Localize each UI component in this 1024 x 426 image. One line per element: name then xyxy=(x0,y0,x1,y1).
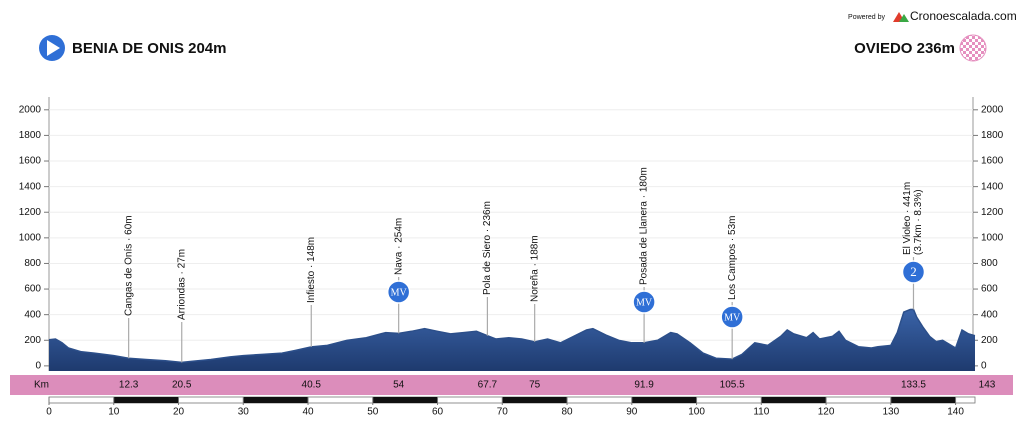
y2-tick-label: 0 xyxy=(981,361,987,372)
x-tick-label: 100 xyxy=(688,407,705,418)
x-tick-label: 120 xyxy=(818,407,835,418)
km-strip-value: 40.5 xyxy=(302,380,322,391)
x-tick-label: 110 xyxy=(753,407,769,418)
x-tick-label: 30 xyxy=(238,407,250,418)
waypoint-label: Infiesto · 148m xyxy=(306,237,317,303)
waypoint-badge-text: MV xyxy=(724,312,741,323)
powered-by: Powered by xyxy=(848,14,885,21)
km-strip-value: 75 xyxy=(529,380,541,391)
waypoint-label: Noreña · 188m xyxy=(529,235,540,302)
y2-tick-label: 1800 xyxy=(981,130,1004,141)
y-tick-label: 0 xyxy=(35,361,41,372)
x-tick-label: 80 xyxy=(561,407,573,418)
y-tick-label: 400 xyxy=(24,309,41,320)
waypoint-label: Nava · 254m xyxy=(393,218,404,275)
km-scale-segment xyxy=(761,397,827,403)
brand-logo xyxy=(899,14,909,22)
y-tick-label: 1600 xyxy=(19,156,42,167)
km-strip-value: 133.5 xyxy=(901,380,926,391)
brand[interactable]: Cronoescalada.com xyxy=(910,9,1017,23)
x-tick-label: 140 xyxy=(947,407,964,418)
km-strip-value: 54 xyxy=(393,380,405,391)
profile-line xyxy=(48,308,976,364)
y2-tick-label: 1000 xyxy=(981,232,1004,243)
waypoint-badge xyxy=(720,305,744,329)
x-tick-label: 130 xyxy=(882,407,899,418)
waypoint-badge xyxy=(901,260,926,284)
waypoint-badge-text: MV xyxy=(391,287,408,298)
y-tick-label: 1800 xyxy=(19,130,42,141)
finish-label: OVIEDO 236m xyxy=(854,40,955,57)
km-strip-value: 67.7 xyxy=(478,380,498,391)
y-tick-label: 800 xyxy=(24,258,41,269)
x-tick-label: 50 xyxy=(367,407,379,418)
waypoint-label: Pola de Siero · 236m xyxy=(482,201,493,295)
km-strip-value: 105.5 xyxy=(720,380,745,391)
y2-tick-label: 2000 xyxy=(981,104,1004,115)
km-strip xyxy=(10,375,1013,395)
x-tick-label: 20 xyxy=(173,407,185,418)
x-tick-label: 60 xyxy=(432,407,444,418)
waypoint-label: Cangas de Onís · 60m xyxy=(123,215,134,316)
y2-tick-label: 800 xyxy=(981,258,998,269)
x-tick-label: 90 xyxy=(626,407,638,418)
waypoint-badge-text: MV xyxy=(636,297,653,308)
waypoint-label: El Violeo · 441m xyxy=(902,182,913,255)
waypoint-label: Los Campos · 53m xyxy=(727,216,738,300)
y-tick-label: 1000 xyxy=(19,232,42,243)
y2-tick-label: 200 xyxy=(981,335,998,346)
y-tick-label: 1200 xyxy=(19,207,42,218)
km-strip-value: 91.9 xyxy=(634,380,654,391)
y-tick-label: 200 xyxy=(24,335,41,346)
start-label: BENIA DE ONIS 204m xyxy=(72,40,227,57)
km-scale-segment xyxy=(890,397,956,403)
km-scale-segment xyxy=(631,397,697,403)
x-tick-label: 10 xyxy=(108,407,120,418)
x-tick-label: 70 xyxy=(497,407,509,418)
km-scale-segment xyxy=(113,397,179,403)
waypoint-badge-text: 2 xyxy=(910,264,917,279)
waypoint-sublabel: (3.7km · 8.3%) xyxy=(913,189,924,255)
km-strip-value: 143 xyxy=(979,380,996,391)
waypoint-label: Arriondas · 27m xyxy=(176,249,187,320)
km-strip-value: 12.3 xyxy=(119,380,139,391)
waypoint-badge xyxy=(386,280,411,304)
km-strip-value: 20.5 xyxy=(172,380,192,391)
y2-tick-label: 600 xyxy=(981,284,998,295)
x-tick-label: 40 xyxy=(302,407,314,418)
waypoint-badge xyxy=(632,290,656,314)
km-scale-segment xyxy=(243,397,309,403)
km-label: Km xyxy=(34,380,49,391)
y-tick-label: 600 xyxy=(24,284,41,295)
y-tick-label: 1400 xyxy=(19,181,42,192)
finish-icon xyxy=(959,34,987,62)
start-icon xyxy=(47,40,60,56)
y-tick-label: 2000 xyxy=(19,104,42,115)
waypoint-label: Posada de Llanera · 180m xyxy=(639,167,650,285)
x-tick-label: 0 xyxy=(46,407,52,418)
y2-tick-label: 400 xyxy=(981,309,998,320)
y2-tick-label: 1400 xyxy=(981,181,1004,192)
y2-tick-label: 1600 xyxy=(981,156,1004,167)
km-scale-segment xyxy=(502,397,568,403)
km-scale-segment xyxy=(372,397,438,403)
profile-area xyxy=(49,309,975,371)
y2-tick-label: 1200 xyxy=(981,207,1004,218)
